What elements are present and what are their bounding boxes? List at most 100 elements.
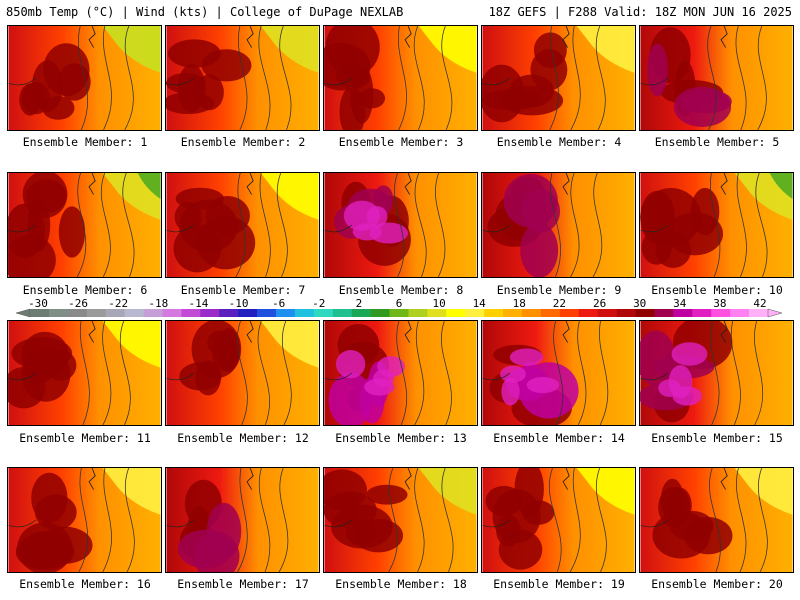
- ensemble-member-label: Ensemble Member: 6: [22, 283, 148, 297]
- ensemble-map-panel: [323, 467, 478, 573]
- colorbar-tick-label: 38: [713, 298, 726, 310]
- colorbar-tick-label: 10: [432, 298, 445, 310]
- ensemble-map-panel: [323, 172, 478, 278]
- colorbar-swatch: [257, 309, 277, 317]
- colorbar-swatch: [294, 309, 315, 317]
- colorbar-tick-label: -6: [272, 298, 285, 310]
- ensemble-map-panel: [165, 320, 320, 426]
- ensemble-map-panel: [7, 467, 162, 573]
- colorbar-swatch: [351, 309, 371, 317]
- ensemble-member-label: Ensemble Member: 2: [180, 135, 306, 149]
- ensemble-member-label: Ensemble Member: 4: [496, 135, 622, 149]
- colorbar-swatch: [711, 309, 731, 317]
- ensemble-map-panel: [7, 25, 162, 131]
- ensemble-map-panel: [481, 467, 636, 573]
- colorbar-swatch: [313, 309, 334, 317]
- colorbar-swatch: [597, 309, 617, 317]
- ensemble-map-panel: [7, 172, 162, 278]
- colorbar-swatch: [654, 309, 674, 317]
- colorbar-swatch: [143, 309, 163, 317]
- colorbar-swatch: [578, 309, 598, 317]
- colorbar-swatch: [749, 309, 769, 317]
- ensemble-map-panel: [165, 172, 320, 278]
- model-valid-time: 18Z GEFS | F288 Valid: 18Z MON JUN 16 20…: [488, 5, 792, 19]
- ensemble-member-label: Ensemble Member: 13: [335, 431, 467, 445]
- colorbar-swatch: [427, 309, 447, 317]
- colorbar-swatch: [67, 309, 88, 317]
- colorbar-swatch: [389, 309, 409, 317]
- colorbar-tick-label: -30: [28, 298, 48, 310]
- colorbar-tick-label: 14: [473, 298, 487, 310]
- ensemble-map-panel: [639, 320, 794, 426]
- colorbar-swatch: [465, 309, 485, 317]
- map-title: 850mb Temp (°C) | Wind (kts) | College o…: [6, 5, 404, 19]
- colorbar-tick-label: 6: [396, 298, 403, 310]
- ensemble-member-label: Ensemble Member: 20: [651, 577, 783, 591]
- colorbar-swatch: [162, 309, 182, 317]
- colorbar-swatch: [616, 309, 636, 317]
- colorbar-swatch: [105, 309, 125, 317]
- ensemble-member-label: Ensemble Member: 12: [177, 431, 309, 445]
- colorbar-tick-label: 22: [553, 298, 566, 310]
- colorbar-tick-label: -26: [68, 298, 88, 310]
- colorbar-tick-label: -22: [108, 298, 128, 310]
- colorbar-swatch: [86, 309, 106, 317]
- colorbar-left-arrow: [15, 308, 31, 318]
- ensemble-member-label: Ensemble Member: 18: [335, 577, 467, 591]
- ensemble-map-panel: [639, 25, 794, 131]
- colorbar-tick-label: 34: [673, 298, 687, 310]
- ensemble-map-panel: [481, 25, 636, 131]
- colorbar-tick-label: -2: [312, 298, 325, 310]
- ensemble-member-label: Ensemble Member: 17: [177, 577, 309, 591]
- ensemble-member-label: Ensemble Member: 1: [22, 135, 148, 149]
- colorbar-swatch: [48, 309, 69, 317]
- ensemble-member-label: Ensemble Member: 15: [651, 431, 783, 445]
- ensemble-member-label: Ensemble Member: 10: [651, 283, 783, 297]
- colorbar-swatch: [673, 309, 693, 317]
- colorbar-tick-label: 42: [753, 298, 766, 310]
- ensemble-map-panel: [165, 25, 320, 131]
- colorbar-swatch: [30, 309, 50, 317]
- colorbar-swatch: [503, 309, 523, 317]
- colorbar-swatch: [200, 309, 220, 317]
- colorbar-swatch: [124, 309, 144, 317]
- ensemble-map-panel: [481, 172, 636, 278]
- colorbar-tick-label: 30: [633, 298, 646, 310]
- ensemble-map-panel: [165, 467, 320, 573]
- colorbar-swatch: [692, 309, 712, 317]
- colorbar-swatch: [635, 309, 655, 317]
- colorbar-right-arrow: [767, 308, 783, 318]
- colorbar-tick-label: -18: [148, 298, 168, 310]
- ensemble-map-panel: [323, 25, 478, 131]
- colorbar-swatch: [238, 309, 258, 317]
- ensemble-member-label: Ensemble Member: 9: [496, 283, 622, 297]
- colorbar-tick-label: -10: [229, 298, 249, 310]
- ensemble-member-label: Ensemble Member: 16: [19, 577, 151, 591]
- colorbar-swatch: [559, 309, 580, 317]
- ensemble-member-label: Ensemble Member: 19: [493, 577, 625, 591]
- colorbar-tick-label: 2: [356, 298, 363, 310]
- colorbar-tick-label: -14: [188, 298, 208, 310]
- ensemble-member-label: Ensemble Member: 11: [19, 431, 151, 445]
- colorbar-swatch: [484, 309, 504, 317]
- ensemble-member-label: Ensemble Member: 5: [654, 135, 780, 149]
- ensemble-member-label: Ensemble Member: 8: [338, 283, 464, 297]
- ensemble-member-label: Ensemble Member: 14: [493, 431, 625, 445]
- ensemble-map-panel: [639, 172, 794, 278]
- ensemble-map-panel: [7, 320, 162, 426]
- colorbar-swatch: [730, 309, 750, 317]
- colorbar-swatch: [276, 309, 296, 317]
- colorbar-tick-label: 26: [593, 298, 606, 310]
- colorbar-swatch: [540, 309, 561, 317]
- colorbar-swatch: [522, 309, 542, 317]
- colorbar-swatch: [408, 309, 428, 317]
- colorbar-swatch: [446, 309, 466, 317]
- colorbar-tick-label: 18: [513, 298, 526, 310]
- colorbar-swatch: [332, 309, 352, 317]
- ensemble-map-panel: [639, 467, 794, 573]
- ensemble-map-panel: [323, 320, 478, 426]
- ensemble-member-label: Ensemble Member: 3: [338, 135, 464, 149]
- ensemble-map-panel: [481, 320, 636, 426]
- temperature-colorbar: -30 -26 -22 -18 -14 -10 -6 -2 2 6 10 14 18 22 26 30 34 38…: [0, 298, 800, 322]
- colorbar-swatch: [370, 309, 390, 317]
